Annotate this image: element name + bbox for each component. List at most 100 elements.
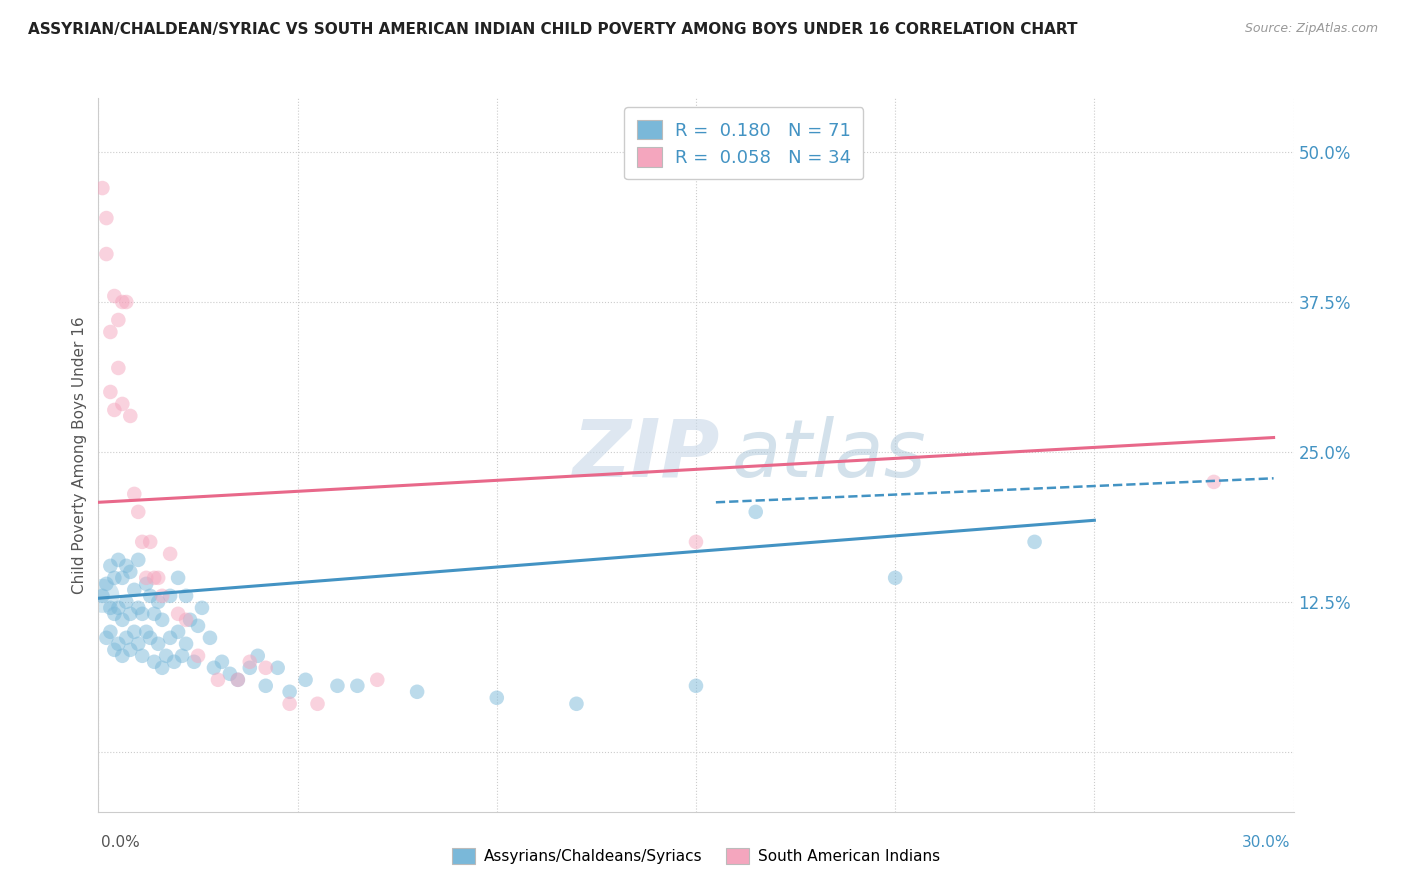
Point bbox=[159, 631, 181, 645]
Point bbox=[278, 697, 301, 711]
Point bbox=[174, 589, 197, 603]
Point bbox=[150, 589, 173, 603]
Point bbox=[179, 613, 201, 627]
Point bbox=[107, 313, 129, 327]
Point bbox=[148, 571, 170, 585]
Point bbox=[103, 642, 125, 657]
Point bbox=[254, 679, 277, 693]
Point bbox=[307, 697, 329, 711]
Point bbox=[211, 655, 233, 669]
Point bbox=[91, 181, 114, 195]
Point bbox=[91, 589, 114, 603]
Point bbox=[565, 697, 588, 711]
Point bbox=[139, 534, 162, 549]
Point bbox=[1202, 475, 1225, 489]
Point bbox=[127, 553, 149, 567]
Point bbox=[124, 624, 146, 639]
Point bbox=[226, 673, 249, 687]
Point bbox=[745, 505, 768, 519]
Text: Source: ZipAtlas.com: Source: ZipAtlas.com bbox=[1244, 22, 1378, 36]
Point bbox=[135, 571, 157, 585]
Point bbox=[254, 661, 277, 675]
Point bbox=[172, 648, 194, 663]
Point bbox=[167, 571, 190, 585]
Point bbox=[96, 247, 118, 261]
Point bbox=[150, 661, 173, 675]
Point bbox=[98, 600, 122, 615]
Point bbox=[127, 505, 149, 519]
Point bbox=[135, 624, 157, 639]
Point bbox=[111, 648, 134, 663]
Point bbox=[143, 655, 166, 669]
Point bbox=[884, 571, 907, 585]
Point bbox=[115, 295, 138, 310]
Point bbox=[174, 613, 197, 627]
Point bbox=[159, 547, 181, 561]
Point bbox=[326, 679, 349, 693]
Point bbox=[485, 690, 508, 705]
Point bbox=[131, 607, 153, 621]
Point bbox=[107, 553, 129, 567]
Point bbox=[167, 624, 190, 639]
Point bbox=[127, 637, 149, 651]
Point bbox=[124, 487, 146, 501]
Point bbox=[120, 607, 142, 621]
Point bbox=[115, 558, 138, 573]
Point bbox=[111, 397, 134, 411]
Point bbox=[685, 534, 707, 549]
Point bbox=[226, 673, 249, 687]
Text: atlas: atlas bbox=[733, 416, 927, 494]
Point bbox=[278, 685, 301, 699]
Point bbox=[124, 582, 146, 597]
Point bbox=[159, 589, 181, 603]
Point bbox=[98, 384, 122, 399]
Point bbox=[96, 577, 118, 591]
Text: 0.0%: 0.0% bbox=[101, 836, 141, 850]
Point bbox=[366, 673, 388, 687]
Point bbox=[107, 600, 129, 615]
Point bbox=[198, 631, 221, 645]
Point bbox=[107, 361, 129, 376]
Point bbox=[96, 211, 118, 225]
Point bbox=[103, 607, 125, 621]
Y-axis label: Child Poverty Among Boys Under 16: Child Poverty Among Boys Under 16 bbox=[72, 316, 87, 594]
Point bbox=[239, 661, 262, 675]
Point bbox=[111, 613, 134, 627]
Point bbox=[127, 600, 149, 615]
Point bbox=[191, 600, 214, 615]
Point bbox=[111, 571, 134, 585]
Point bbox=[139, 631, 162, 645]
Point bbox=[174, 637, 197, 651]
Point bbox=[120, 642, 142, 657]
Point bbox=[143, 607, 166, 621]
Point bbox=[1024, 534, 1046, 549]
Point bbox=[167, 607, 190, 621]
Point bbox=[91, 589, 114, 603]
Point bbox=[98, 624, 122, 639]
Point bbox=[163, 655, 186, 669]
Point bbox=[120, 409, 142, 423]
Point bbox=[115, 595, 138, 609]
Text: ZIP: ZIP bbox=[572, 416, 720, 494]
Point bbox=[150, 613, 173, 627]
Point bbox=[139, 589, 162, 603]
Point bbox=[267, 661, 290, 675]
Point bbox=[155, 648, 177, 663]
Point bbox=[103, 289, 125, 303]
Point bbox=[246, 648, 269, 663]
Point bbox=[103, 571, 125, 585]
Point bbox=[183, 655, 205, 669]
Point bbox=[148, 595, 170, 609]
Point bbox=[96, 631, 118, 645]
Point bbox=[115, 631, 138, 645]
Point bbox=[103, 403, 125, 417]
Point bbox=[131, 648, 153, 663]
Point bbox=[98, 325, 122, 339]
Point bbox=[406, 685, 429, 699]
Point bbox=[685, 679, 707, 693]
Point bbox=[131, 534, 153, 549]
Point bbox=[202, 661, 225, 675]
Point bbox=[187, 619, 209, 633]
Point bbox=[346, 679, 368, 693]
Point bbox=[143, 571, 166, 585]
